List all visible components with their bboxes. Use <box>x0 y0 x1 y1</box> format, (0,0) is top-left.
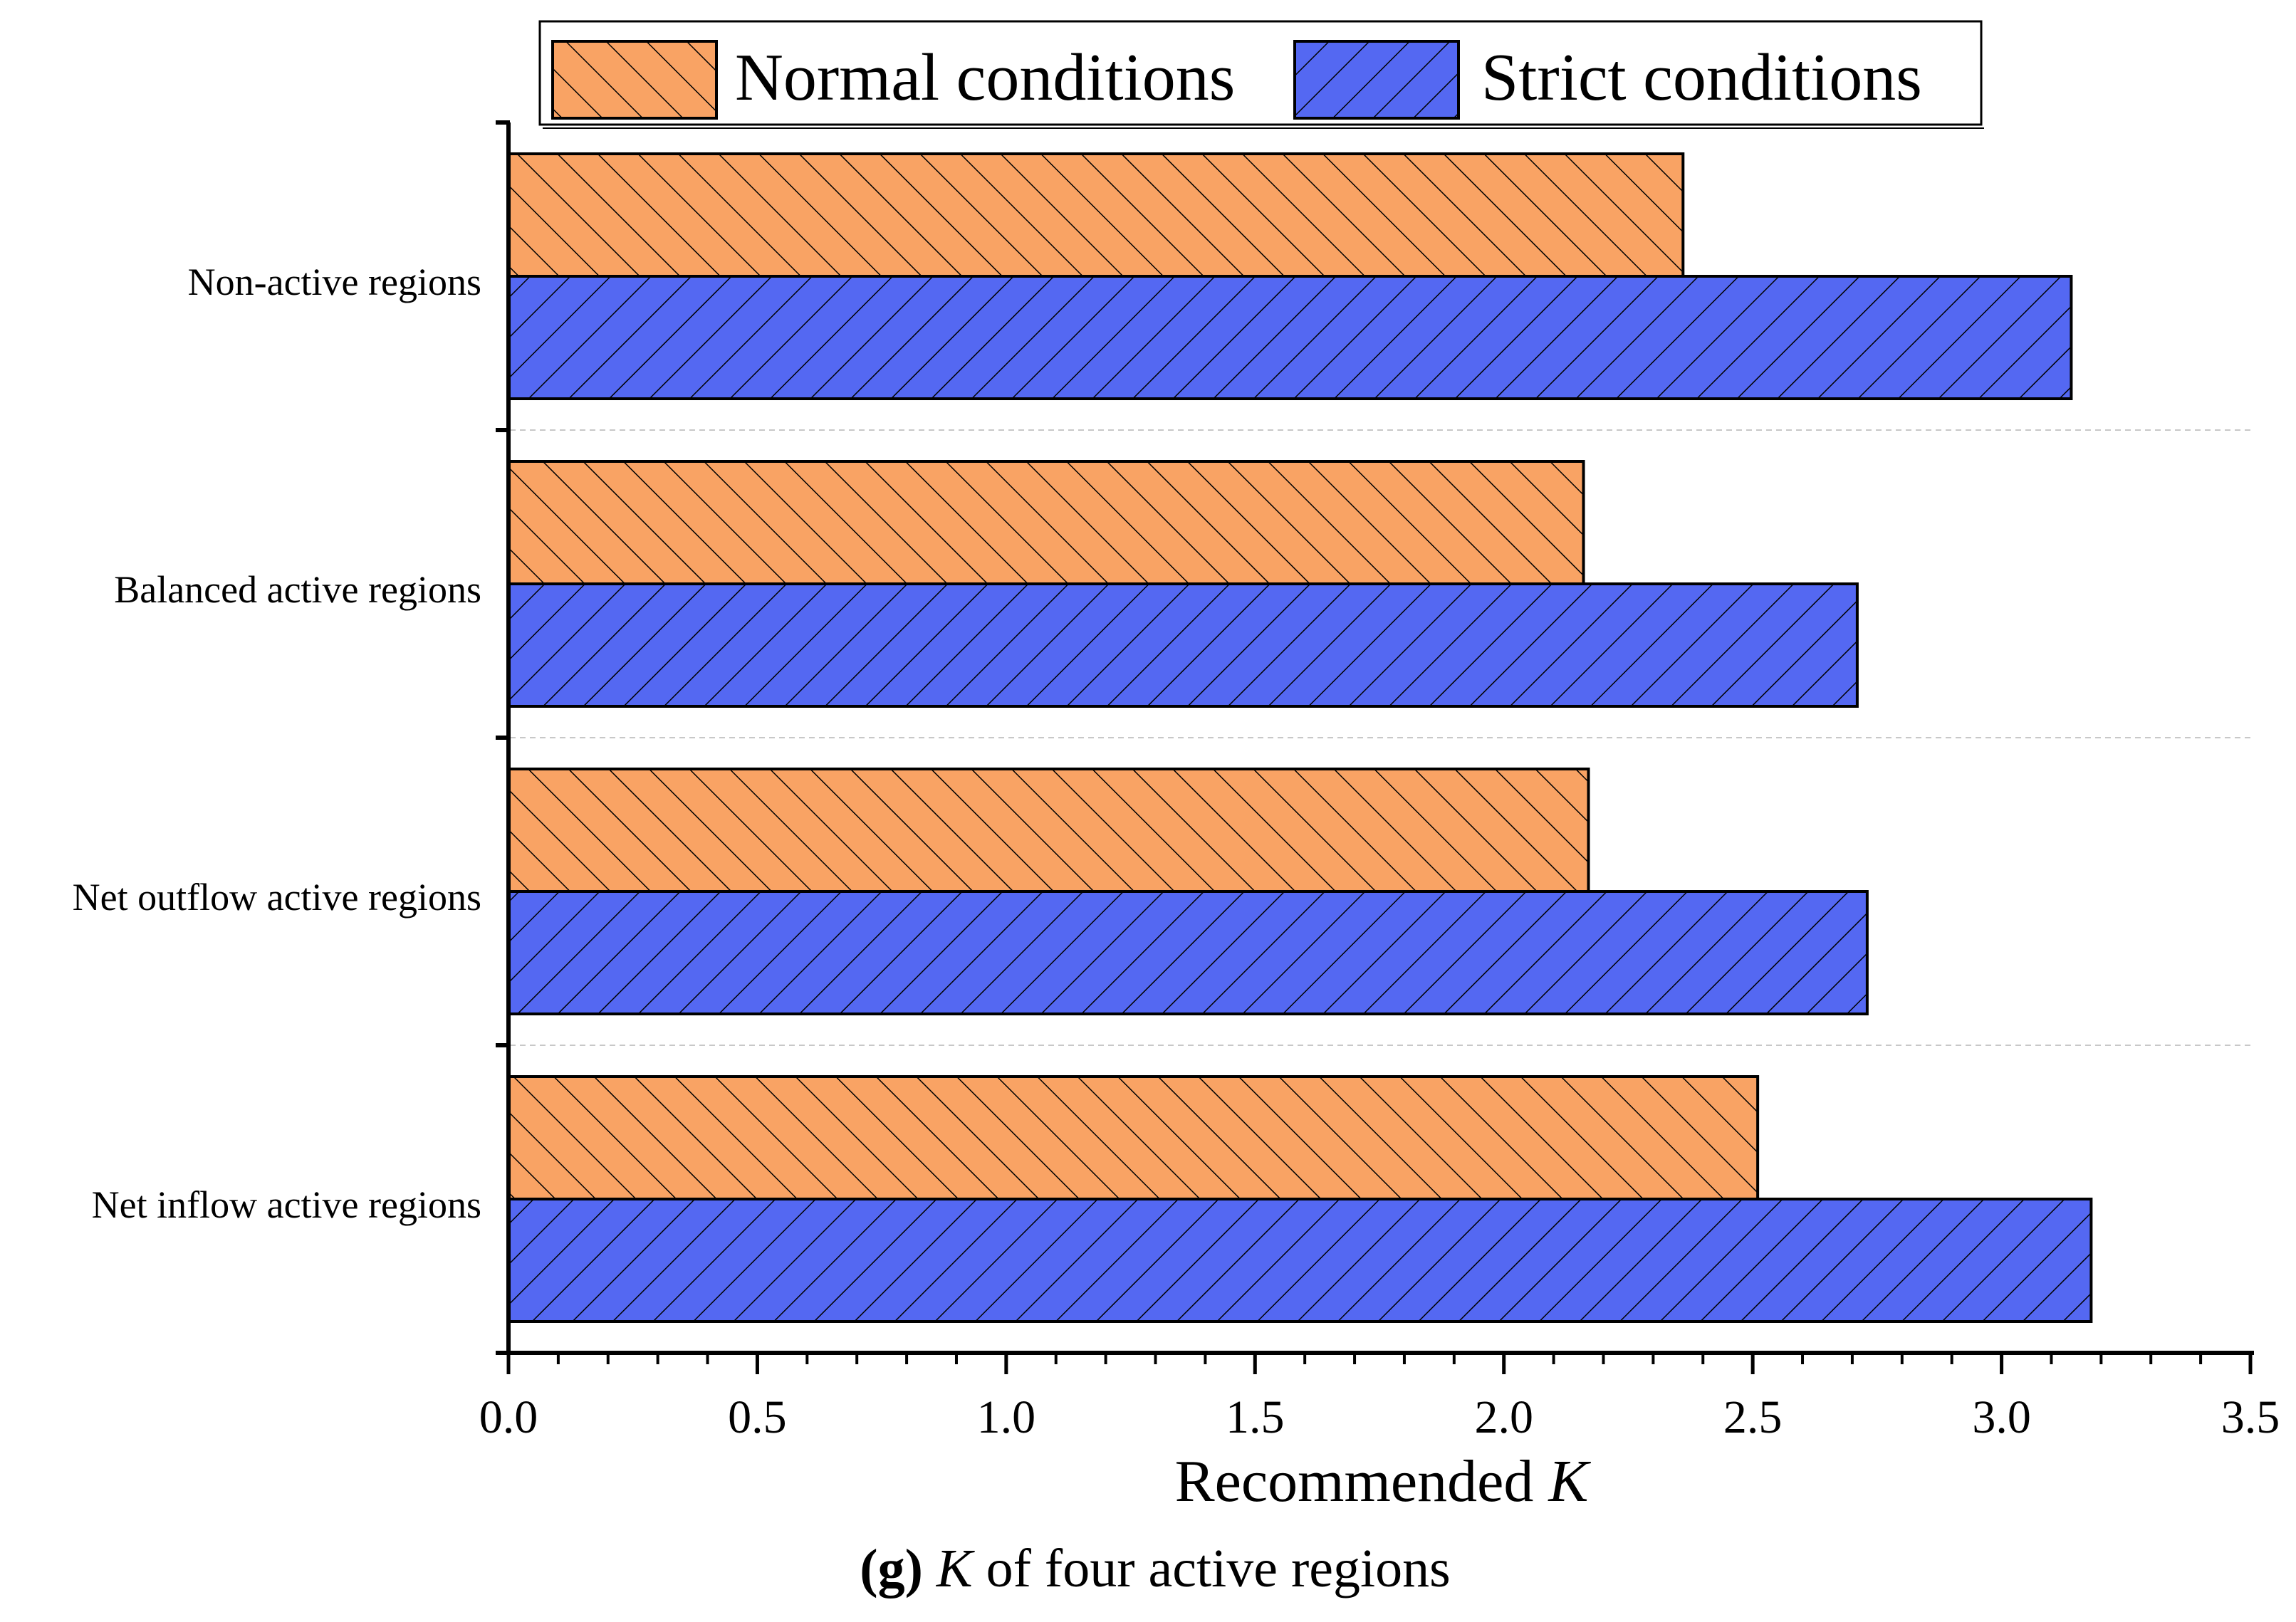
x-tick-label-4: 2.0 <box>1474 1391 1533 1443</box>
category-label-3: Net inflow active regions <box>92 1183 481 1226</box>
bar-hatch-strict-2 <box>507 890 1869 1015</box>
x-tick-label-2: 1.0 <box>977 1391 1036 1443</box>
legend-label-normal: Normal conditions <box>735 41 1235 115</box>
bar-hatch-strict-0 <box>507 275 2073 400</box>
grid <box>510 429 2250 1046</box>
x-tick-label-5: 2.5 <box>1723 1391 1783 1443</box>
bar-hatch-strict-3 <box>507 1198 2093 1323</box>
category-label-1: Balanced active regions <box>114 568 481 611</box>
legend-label-strict: Strict conditions <box>1481 41 1922 115</box>
legend-swatch-strict-hatch <box>1293 40 1460 120</box>
bar-hatch-normal-2 <box>507 768 1590 893</box>
bar-hatch-normal-1 <box>507 460 1585 585</box>
x-ticks: 0.0 0.5 1.0 1.5 2.0 2.5 3.0 3.5 <box>479 1353 2280 1443</box>
figure-caption: (g) K of four active regions <box>860 1539 1450 1599</box>
x-tick-label-3: 1.5 <box>1226 1391 1285 1443</box>
x-tick-label-1: 0.5 <box>728 1391 787 1443</box>
bars <box>507 152 2093 1323</box>
legend: Normal conditions Strict conditions <box>538 20 1984 129</box>
x-axis-title: Recommended K <box>1175 1448 1592 1514</box>
legend-frame <box>538 20 1983 126</box>
bar-hatch-normal-0 <box>507 152 1685 278</box>
bar-hatch-strict-1 <box>507 582 1859 708</box>
bar-hatch-normal-3 <box>507 1075 1760 1200</box>
category-label-2: Net outflow active regions <box>73 876 481 919</box>
x-tick-label-0: 0.0 <box>479 1391 538 1443</box>
axes <box>496 120 2254 1355</box>
x-tick-label-7: 3.5 <box>2221 1391 2280 1443</box>
x-tick-label-6: 3.0 <box>1972 1391 2031 1443</box>
category-label-0: Non-active regions <box>188 261 481 303</box>
category-labels: Non-active regions Balanced active region… <box>73 261 481 1226</box>
legend-swatch-normal-hatch <box>551 40 718 120</box>
